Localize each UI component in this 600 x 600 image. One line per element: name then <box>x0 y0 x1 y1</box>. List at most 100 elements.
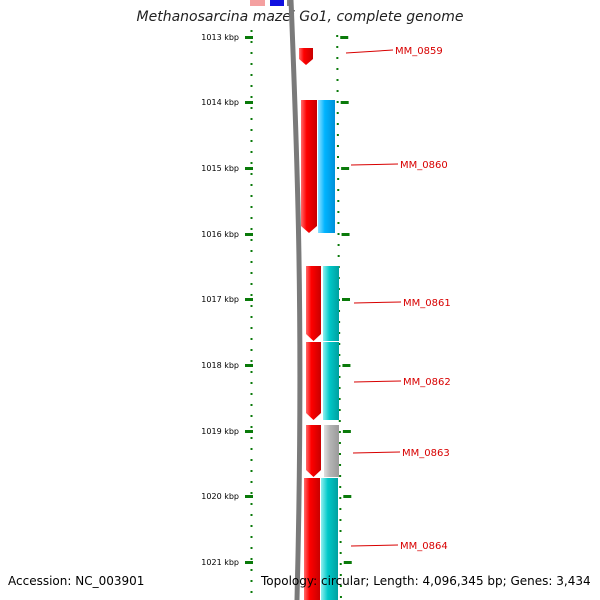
guide-dot <box>250 371 253 373</box>
guide-dot <box>250 195 253 197</box>
guide-dot <box>337 189 340 191</box>
guide-dot <box>250 239 253 241</box>
guide-dot <box>250 470 253 472</box>
gene-label-mm_0864[interactable]: MM_0864 <box>400 541 448 552</box>
tick-label: 1021 kbp <box>201 558 239 567</box>
guide-dot <box>250 294 253 296</box>
guide-dot <box>250 492 253 494</box>
gene-label-mm_0862[interactable]: MM_0862 <box>403 377 451 388</box>
guide-dot <box>339 486 342 488</box>
guide-dot <box>250 514 253 516</box>
cog-bar-mm_0862 <box>323 342 339 420</box>
gene-arrow-mm_0859[interactable] <box>299 48 313 65</box>
tick-label: 1017 kbp <box>201 295 239 304</box>
gene-track <box>299 48 339 600</box>
tick-mark-right <box>341 298 350 301</box>
guide-dot <box>339 596 342 598</box>
guide-dot <box>250 448 253 450</box>
guide-dot <box>339 519 342 521</box>
scale-guide-left <box>250 30 253 593</box>
guide-dot <box>250 184 253 186</box>
top-feature-pink <box>250 0 265 6</box>
tick-mark <box>245 561 253 564</box>
guide-dot <box>338 387 341 389</box>
tick-mark-right <box>342 430 351 433</box>
guide-dot <box>250 327 253 329</box>
tick-label: 1015 kbp <box>201 164 239 173</box>
gene-labels: MM_0859 MM_0860 MM_0861 MM_0862 MM_0863 MM_08… <box>345 46 451 552</box>
guide-dot <box>338 354 341 356</box>
tick-label: 1016 kbp <box>201 230 239 239</box>
guide-dot <box>250 437 253 439</box>
gene-leader-line <box>353 301 402 304</box>
gene-arrow-mm_0863[interactable] <box>306 425 321 477</box>
tick-mark <box>245 36 253 39</box>
guide-dot <box>250 349 253 351</box>
gene-leader-line <box>350 163 399 166</box>
tick-mark <box>245 101 253 104</box>
gene-label-mm_0859[interactable]: MM_0859 <box>395 46 443 57</box>
tick-mark-right <box>343 561 352 564</box>
guide-dot <box>250 261 253 263</box>
guide-dot <box>250 217 253 219</box>
guide-dot <box>338 442 341 444</box>
guide-dot <box>338 376 341 378</box>
tick-mark-right <box>343 495 352 498</box>
guide-dot <box>338 431 341 433</box>
guide-dot <box>250 272 253 274</box>
cog-bar-mm_0861 <box>323 266 339 341</box>
guide-dot <box>250 52 253 54</box>
cog-bar-mm_0860 <box>318 100 335 233</box>
gene-arrow-mm_0860[interactable] <box>301 100 317 233</box>
tick-mark <box>245 364 253 367</box>
guide-dot <box>250 63 253 65</box>
guide-dot <box>250 316 253 318</box>
gene-leader-line <box>345 49 394 54</box>
guide-dot <box>250 580 253 582</box>
gene-leader-line <box>352 451 401 454</box>
guide-dot <box>338 310 341 312</box>
guide-dot <box>338 321 341 323</box>
gene-label-mm_0860[interactable]: MM_0860 <box>400 160 448 171</box>
guide-dot <box>250 525 253 527</box>
tick-mark-right <box>341 167 350 170</box>
guide-dot <box>250 547 253 549</box>
genome-backbone <box>288 0 303 600</box>
guide-dot <box>336 90 339 92</box>
tick-mark-right <box>340 36 349 39</box>
gene-arrow-mm_0862[interactable] <box>306 342 321 420</box>
guide-dot <box>338 365 341 367</box>
guide-dot <box>250 96 253 98</box>
guide-dot <box>336 68 339 70</box>
gene-label-mm_0863[interactable]: MM_0863 <box>402 448 450 459</box>
gene-arrow-mm_0861[interactable] <box>306 266 321 341</box>
gene-label-mm_0861[interactable]: MM_0861 <box>403 298 451 309</box>
guide-dot <box>250 283 253 285</box>
guide-dot <box>338 420 341 422</box>
guide-dot <box>250 404 253 406</box>
guide-dot <box>250 558 253 560</box>
genome-summary-text: Topology: circular; Length: 4,096,345 bp… <box>261 574 591 588</box>
tick-mark <box>245 233 253 236</box>
tick-mark-right <box>341 233 350 236</box>
guide-dot <box>250 591 253 593</box>
guide-dot <box>339 541 342 543</box>
scale-ticks: 1013 kbp 1014 kbp 1015 kbp 1016 kbp 1017 kbp… <box>201 33 352 567</box>
gene-leader-line <box>350 544 399 547</box>
guide-dot <box>250 481 253 483</box>
gene-leader-line <box>353 380 402 383</box>
guide-dot <box>339 585 342 587</box>
guide-dot <box>250 305 253 307</box>
guide-dot <box>250 569 253 571</box>
gene-arrow-mm_0864[interactable] <box>304 478 320 600</box>
guide-dot <box>337 255 340 257</box>
guide-dot <box>337 200 340 202</box>
guide-dot <box>338 409 341 411</box>
guide-dot <box>250 74 253 76</box>
tick-label: 1019 kbp <box>201 427 239 436</box>
guide-dot <box>336 123 339 125</box>
guide-dot <box>337 233 340 235</box>
guide-dot <box>250 426 253 428</box>
guide-dot <box>339 530 342 532</box>
